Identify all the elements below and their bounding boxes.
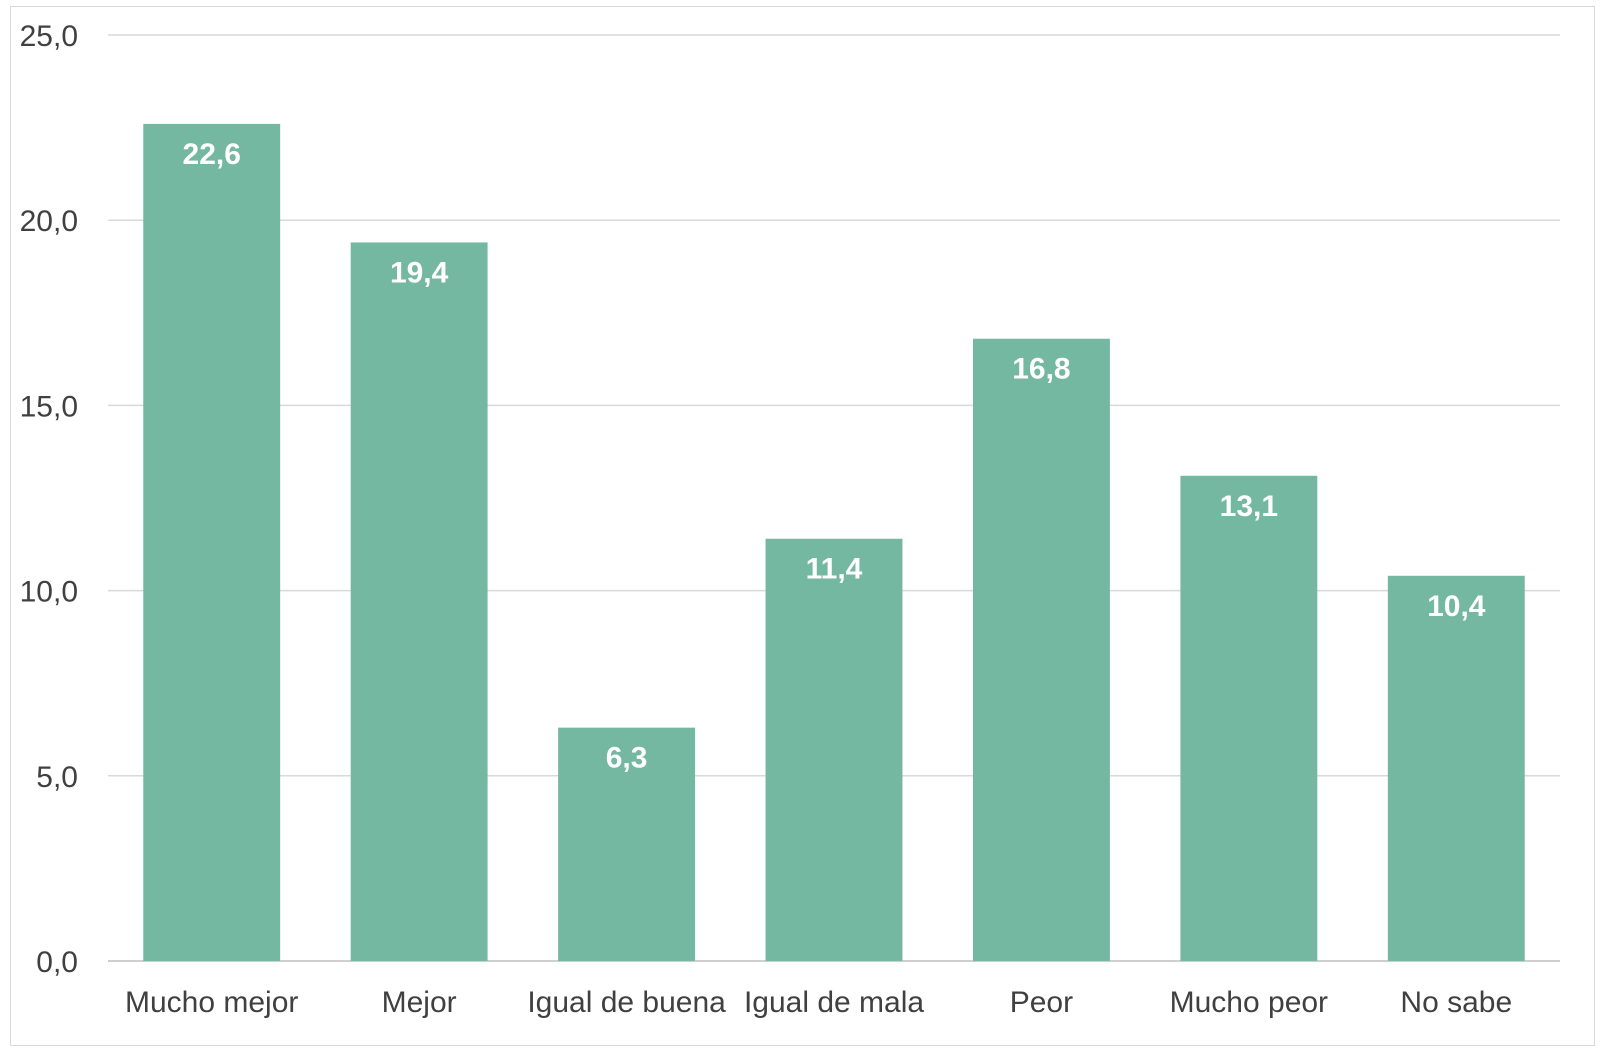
label-layer: 0,0 5,0 10,0 15,0 20,0 25,0 22,6 Mucho mejor 19,… [20, 20, 1513, 1019]
x-category-label: No sabe [1400, 986, 1512, 1019]
y-tick-label: 0,0 [36, 946, 78, 979]
data-label: 22,6 [183, 138, 241, 171]
y-tick-label: 20,0 [20, 205, 78, 238]
x-category-label: Igual de mala [744, 986, 924, 1019]
x-category-label: Peor [1010, 986, 1073, 1019]
x-category-label: Igual de buena [527, 986, 726, 1019]
data-label: 6,3 [606, 742, 648, 775]
data-label: 13,1 [1220, 490, 1278, 523]
data-label: 16,8 [1012, 353, 1070, 386]
y-tick-label: 15,0 [20, 390, 78, 423]
bar [1180, 475, 1318, 961]
data-label: 10,4 [1427, 590, 1486, 623]
bar [558, 727, 696, 961]
bar-layer [143, 123, 1525, 961]
bar [143, 123, 281, 961]
bar [1387, 575, 1525, 961]
x-category-label: Mucho mejor [125, 986, 298, 1019]
y-tick-label: 10,0 [20, 576, 78, 609]
data-label: 19,4 [390, 256, 449, 289]
x-category-label: Mejor [382, 986, 457, 1019]
y-tick-label: 5,0 [36, 761, 78, 794]
chart-frame [10, 6, 1595, 1046]
bar [765, 538, 903, 961]
bar [972, 338, 1110, 961]
grid-layer [108, 34, 1560, 962]
x-category-label: Mucho peor [1170, 986, 1328, 1019]
bar [350, 242, 488, 961]
data-label: 11,4 [806, 553, 863, 586]
y-tick-label: 25,0 [20, 20, 78, 53]
